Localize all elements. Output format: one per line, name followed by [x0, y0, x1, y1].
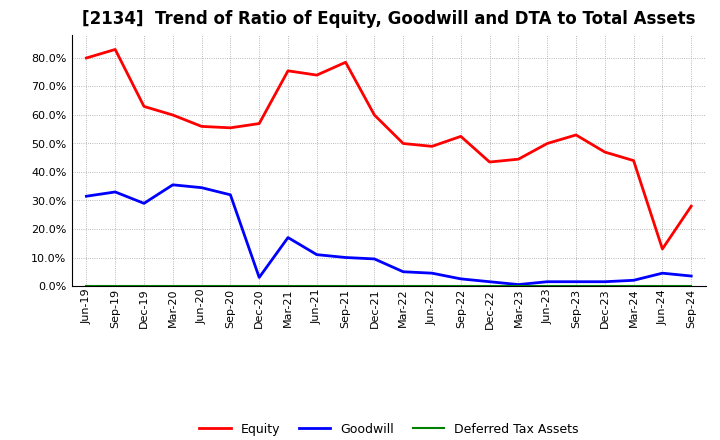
Deferred Tax Assets [197, 283, 206, 289]
Equity [197, 124, 206, 129]
Goodwill [543, 279, 552, 284]
Goodwill [255, 275, 264, 280]
Goodwill [600, 279, 609, 284]
Equity [485, 159, 494, 165]
Deferred Tax Assets [82, 283, 91, 289]
Deferred Tax Assets [226, 283, 235, 289]
Equity [168, 112, 177, 117]
Deferred Tax Assets [600, 283, 609, 289]
Equity [428, 144, 436, 149]
Equity [600, 150, 609, 155]
Equity [543, 141, 552, 146]
Title: [2134]  Trend of Ratio of Equity, Goodwill and DTA to Total Assets: [2134] Trend of Ratio of Equity, Goodwil… [82, 10, 696, 28]
Goodwill [658, 271, 667, 276]
Goodwill [687, 273, 696, 279]
Equity [312, 73, 321, 78]
Deferred Tax Assets [111, 283, 120, 289]
Equity [226, 125, 235, 131]
Deferred Tax Assets [312, 283, 321, 289]
Equity [572, 132, 580, 138]
Deferred Tax Assets [485, 283, 494, 289]
Goodwill [428, 271, 436, 276]
Deferred Tax Assets [629, 283, 638, 289]
Goodwill [341, 255, 350, 260]
Equity [370, 112, 379, 117]
Deferred Tax Assets [140, 283, 148, 289]
Equity [514, 157, 523, 162]
Deferred Tax Assets [284, 283, 292, 289]
Goodwill [485, 279, 494, 284]
Goodwill [629, 278, 638, 283]
Deferred Tax Assets [341, 283, 350, 289]
Equity [284, 68, 292, 73]
Line: Goodwill: Goodwill [86, 185, 691, 285]
Equity [140, 104, 148, 109]
Deferred Tax Assets [456, 283, 465, 289]
Equity [399, 141, 408, 146]
Deferred Tax Assets [168, 283, 177, 289]
Goodwill [370, 256, 379, 261]
Deferred Tax Assets [514, 283, 523, 289]
Goodwill [284, 235, 292, 240]
Equity [456, 134, 465, 139]
Deferred Tax Assets [428, 283, 436, 289]
Deferred Tax Assets [572, 283, 580, 289]
Equity [687, 204, 696, 209]
Equity [658, 246, 667, 252]
Goodwill [82, 194, 91, 199]
Deferred Tax Assets [687, 283, 696, 289]
Equity [111, 47, 120, 52]
Goodwill [572, 279, 580, 284]
Line: Equity: Equity [86, 49, 691, 249]
Deferred Tax Assets [370, 283, 379, 289]
Goodwill [514, 282, 523, 287]
Equity [82, 55, 91, 61]
Goodwill [399, 269, 408, 275]
Deferred Tax Assets [658, 283, 667, 289]
Goodwill [111, 189, 120, 194]
Goodwill [456, 276, 465, 282]
Goodwill [226, 192, 235, 198]
Equity [629, 158, 638, 163]
Legend: Equity, Goodwill, Deferred Tax Assets: Equity, Goodwill, Deferred Tax Assets [199, 423, 578, 436]
Goodwill [197, 185, 206, 191]
Equity [255, 121, 264, 126]
Deferred Tax Assets [543, 283, 552, 289]
Goodwill [140, 201, 148, 206]
Goodwill [168, 182, 177, 187]
Equity [341, 60, 350, 65]
Deferred Tax Assets [255, 283, 264, 289]
Goodwill [312, 252, 321, 257]
Deferred Tax Assets [399, 283, 408, 289]
